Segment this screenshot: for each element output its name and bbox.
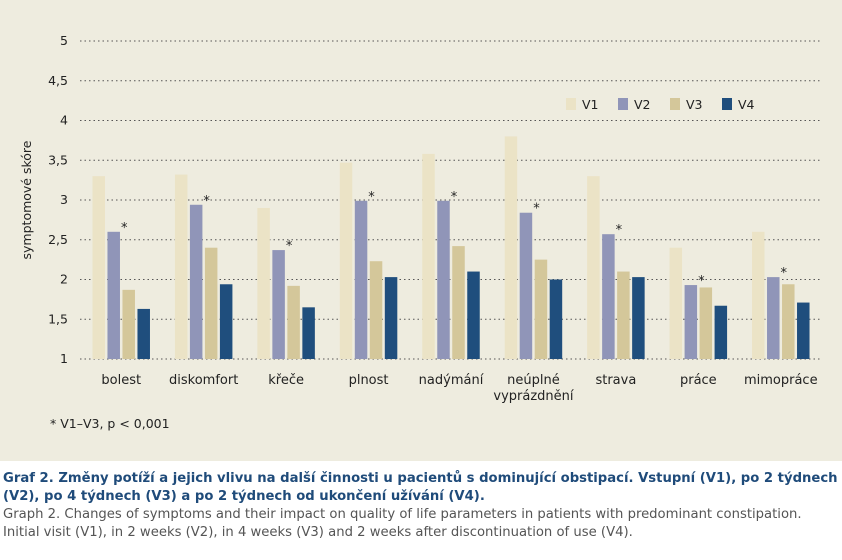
- legend-label-v1: V1: [582, 97, 599, 112]
- bar-v2: [354, 200, 368, 359]
- footnote: * V1–V3, p < 0,001: [50, 416, 170, 431]
- legend-label-v4: V4: [738, 97, 755, 112]
- significance-marker: *: [286, 239, 293, 254]
- category-label: práce: [680, 373, 717, 388]
- bar-v3: [369, 261, 383, 359]
- bar-v4: [549, 279, 563, 359]
- bar-v4: [219, 284, 233, 359]
- legend-swatch-v2: [618, 98, 628, 110]
- significance-marker: *: [781, 266, 788, 281]
- category-label: bolest: [101, 373, 141, 388]
- category-label: plnost: [349, 373, 389, 388]
- bar-chart: 1 1,5 2 2,5 3 3,5 4 4,5 5 symptomové skóre * bolest…: [19, 33, 822, 404]
- legend-swatch-v1: [566, 98, 576, 110]
- bar-v2: [272, 250, 285, 359]
- bar-v2: [107, 231, 120, 359]
- category-label: neúplné: [507, 373, 560, 388]
- caption-english: Graph 2. Changes of symptoms and their i…: [3, 507, 802, 540]
- legend-swatch-v4: [722, 98, 732, 110]
- bar-v3: [204, 247, 218, 359]
- legend-swatch-v3: [670, 98, 680, 110]
- bar-v4: [137, 308, 150, 359]
- bar-v2: [684, 285, 698, 359]
- category-label: vyprázdnění: [493, 389, 574, 404]
- y-tick-label: 3: [60, 192, 68, 207]
- bar-v2: [767, 277, 780, 359]
- bar-v3: [617, 271, 630, 359]
- category-label: mimopráce: [744, 373, 818, 388]
- bar-v3: [534, 259, 548, 359]
- significance-marker: *: [533, 202, 540, 217]
- y-axis-label: symptomové skóre: [19, 140, 34, 259]
- bar-v4: [384, 277, 398, 359]
- y-tick-label: 4: [60, 113, 68, 128]
- y-tick-label: 1: [60, 351, 68, 366]
- legend-label-v2: V2: [634, 97, 651, 112]
- bar-v2: [519, 212, 533, 359]
- bar-v1: [504, 136, 518, 359]
- significance-marker: *: [121, 221, 128, 236]
- figure-caption: Graf 2. Změny potíží a jejich vlivu na d…: [3, 470, 839, 542]
- bar-v4: [302, 307, 315, 359]
- bar-v4: [632, 277, 645, 359]
- category-label: křeče: [268, 373, 304, 388]
- bar-v1: [669, 247, 683, 359]
- category-label: diskomfort: [169, 373, 238, 388]
- bar-v1: [92, 176, 105, 359]
- y-tick-label: 2,5: [48, 232, 68, 247]
- bar-v3: [122, 289, 135, 359]
- bar-v4: [714, 305, 728, 359]
- y-tick-label: 3,5: [48, 152, 68, 167]
- chart-figure: 1 1,5 2 2,5 3 3,5 4 4,5 5 symptomové skóre * bolest…: [0, 0, 842, 461]
- y-tick-label: 4,5: [48, 73, 68, 88]
- bar-v1: [752, 231, 765, 359]
- significance-marker: *: [203, 194, 210, 209]
- bar-v4: [797, 302, 810, 359]
- significance-marker: *: [451, 190, 458, 205]
- y-tick-label: 2: [60, 272, 68, 287]
- bar-v3: [782, 284, 795, 359]
- significance-marker: *: [368, 190, 375, 205]
- category-label: strava: [595, 373, 636, 388]
- caption-czech: Graf 2. Změny potíží a jejich vlivu na d…: [3, 471, 838, 504]
- bar-v3: [287, 285, 300, 359]
- bar-v1: [257, 207, 270, 359]
- bar-v3: [452, 246, 465, 359]
- bar-v1: [587, 176, 600, 359]
- legend-label-v3: V3: [686, 97, 703, 112]
- bar-v1: [422, 153, 435, 359]
- bar-v2: [602, 234, 615, 359]
- y-tick-label: 5: [60, 33, 68, 48]
- category-label: nadýmání: [419, 373, 484, 388]
- y-tick-label: 1,5: [48, 311, 68, 326]
- bar-v2: [437, 200, 450, 359]
- bar-v3: [699, 287, 713, 359]
- bar-v2: [189, 204, 203, 359]
- bar-v1: [174, 174, 188, 359]
- significance-marker: *: [616, 223, 623, 238]
- significance-marker: *: [698, 274, 705, 289]
- bar-v1: [339, 162, 353, 359]
- bar-v4: [467, 271, 480, 359]
